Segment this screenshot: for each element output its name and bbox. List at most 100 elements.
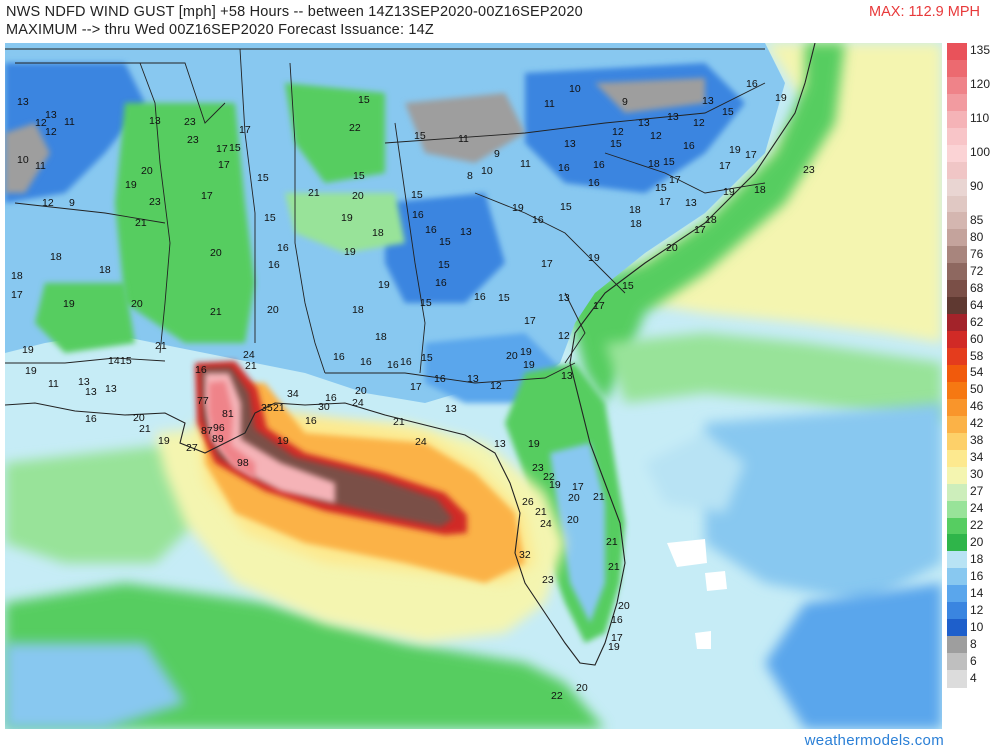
gust-value-label: 13 [638,117,650,129]
gust-value-label: 18 [648,158,660,170]
gust-value-label: 13 [78,376,90,388]
legend-swatch [947,415,967,434]
gust-value-label: 15 [498,292,510,304]
gust-value-label: 18 [372,227,384,239]
gust-value-label: 17 [218,159,230,171]
land-green-mississippi [115,103,255,343]
gust-value-label: 21 [535,506,547,518]
gust-value-label: 9 [494,148,500,160]
land-grey-appalachia [405,93,525,163]
land-green-tennessee [285,83,385,183]
gust-value-label: 17 [524,315,536,327]
gust-value-label: 19 [22,344,34,356]
gust-value-label: 18 [375,331,387,343]
gust-value-label: 16 [400,356,412,368]
legend-tick-label: 62 [970,314,984,329]
legend-swatch [947,670,967,688]
legend-tick-label: 10 [970,619,984,634]
gust-value-label: 18 [630,218,642,230]
legend-swatch [947,212,967,231]
gust-value-label: 13 [460,226,472,238]
gust-value-label: 24 [540,518,552,530]
legend-swatch [947,551,967,569]
gust-value-label: 15 [358,94,370,106]
gust-value-label: 16 [435,277,447,289]
gust-value-label: 16 [268,259,280,271]
gust-value-label: 19 [729,144,741,156]
legend-tick-label: 50 [970,382,984,397]
legend-swatch [947,246,967,264]
gust-value-label: 22 [543,471,555,483]
legend-tick-label: 8 [970,636,977,651]
gust-value-label: 22 [349,122,361,134]
land-dark-blue-georgia [385,193,505,303]
storm-value-label: 21 [273,402,285,414]
gust-value-label: 20 [567,514,579,526]
wind-gust-map: 13 12 12 13 11 13 23 23 17 15 10 11 9 12 20 19 23 21 17 15 1… [5,43,942,729]
legend-tick-label: 60 [970,331,984,346]
gust-value-label: 26 [522,496,534,508]
gust-value-label: 19 [549,479,561,491]
gust-value-label: 23 [542,574,554,586]
gust-value-label: 21 [210,306,222,318]
gust-value-label: 20 [568,492,580,504]
legend-swatch [947,144,967,163]
gust-value-label: 20 [618,600,630,612]
gust-value-label: 19 [158,435,170,447]
gust-value-label: 11 [64,116,75,128]
gust-value-label: 18 [705,214,717,226]
legend-tick-label: 16 [970,568,984,583]
legend-swatch [947,76,967,95]
legend-tick-label: 135 [970,43,991,58]
gust-value-label: 19 [25,365,37,377]
gust-value-label: 13 [561,370,573,382]
gust-value-label: 23 [149,196,161,208]
gust-value-label: 13 [445,403,457,415]
gulf-west-light-green [5,443,205,563]
gust-value-label: 21 [139,423,151,435]
gust-value-label: 11 [544,98,555,110]
gust-value-label: 19 [277,435,289,447]
legend-swatch [947,585,967,603]
legend-swatch [947,466,967,485]
gust-value-label: 20 [666,242,678,254]
land-green-louisiana [35,283,135,353]
gust-value-label: 16 [683,140,695,152]
storm-value-label: 98 [237,457,249,469]
gust-value-label: 21 [393,416,405,428]
storm-pink-core [205,373,335,503]
gust-value-label: 16 [305,415,317,427]
legend-tick-label: 58 [970,348,984,363]
gust-value-label: 9 [69,197,75,209]
gust-value-label: 15 [622,280,634,292]
gust-value-label: 11 [458,133,469,145]
gust-value-label: 17 [541,258,553,270]
bahamas-patch-3 [695,631,711,649]
gust-value-label: 12 [693,117,705,129]
gust-value-label: 21 [308,187,320,199]
atlantic-cyan-zone [645,433,745,513]
storm-value-label: 87 [201,425,213,437]
gust-value-label: 19 [344,246,356,258]
atlantic-light-green [605,333,942,423]
gust-value-label: 19 [608,641,620,653]
gust-value-label: 19 [63,298,75,310]
legend-tick-label: 64 [970,297,984,312]
gust-value-label: 19 [341,212,353,224]
legend-swatch [947,314,967,332]
gust-value-label: 17 [201,190,213,202]
legend-tick-label: 34 [970,450,984,465]
gust-value-label: 13 [85,386,97,398]
legend-tick-label: 68 [970,280,984,295]
gust-value-label: 21 [135,217,147,229]
gust-value-label: 18 [50,251,62,263]
storm-value-label: 81 [222,408,234,420]
gust-value-label: 16 [387,359,399,371]
storm-value-label: 89 [212,433,224,445]
land-grey-west [5,123,50,193]
legend-tick-label: 72 [970,263,984,278]
gust-value-label: 23 [184,116,196,128]
gust-value-label: 15 [411,189,423,201]
